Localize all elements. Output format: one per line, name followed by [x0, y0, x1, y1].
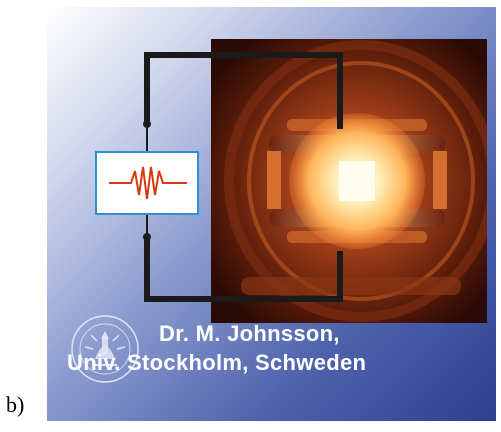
- heater-symbol-box: [95, 151, 199, 215]
- upper-terminal: [143, 120, 151, 128]
- circuit-wires: [143, 52, 343, 302]
- furnace-photo: [211, 39, 487, 323]
- heating-pulse-icon: [109, 166, 187, 200]
- photo-credit: Dr. M. Johnsson, Univ. Stockholm, Schwed…: [67, 319, 487, 377]
- chamber-ring-inner: [247, 61, 475, 301]
- credit-author: Dr. M. Johnsson,: [159, 321, 340, 346]
- credit-affiliation: Univ. Stockholm, Schweden: [67, 350, 367, 375]
- university-seal-icon: [71, 315, 139, 383]
- base-rim: [241, 277, 461, 295]
- panel-label: b): [6, 392, 25, 417]
- furnace-figure: Dr. M. Johnsson, Univ. Stockholm, Schwed…: [47, 7, 496, 421]
- hot-sample: [339, 161, 375, 201]
- right-post: [433, 151, 447, 209]
- chamber-ring-outer: [224, 40, 487, 322]
- left-post: [267, 151, 281, 209]
- upper-wire: [144, 52, 343, 129]
- lower-wire: [144, 237, 343, 302]
- lower-terminal: [143, 233, 151, 241]
